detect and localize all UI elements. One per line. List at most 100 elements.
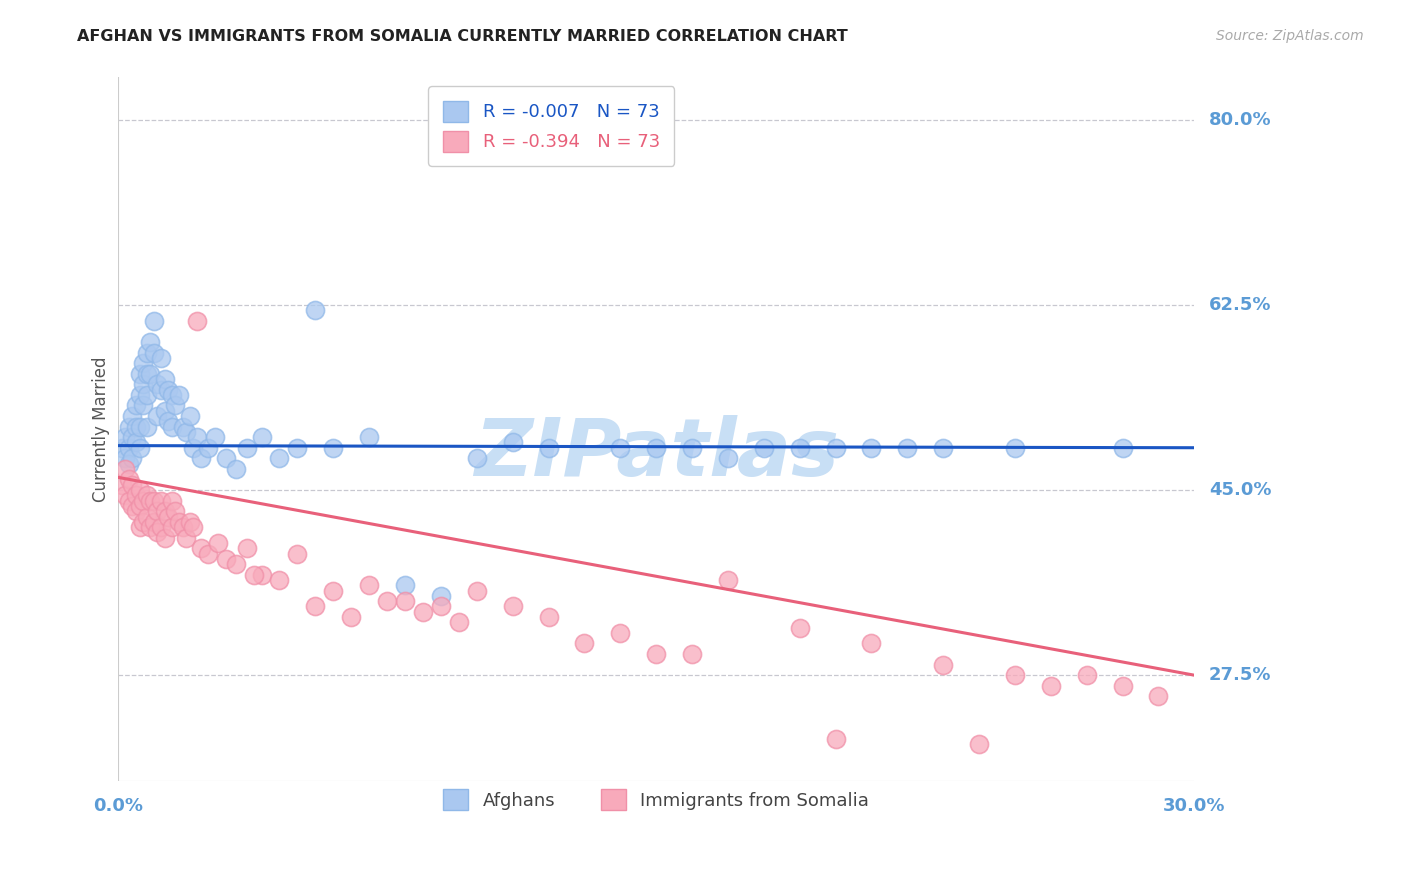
Point — [502, 599, 524, 614]
Point — [860, 441, 883, 455]
Point — [375, 594, 398, 608]
Point — [789, 621, 811, 635]
Point — [896, 441, 918, 455]
Point — [190, 541, 212, 556]
Point — [214, 551, 236, 566]
Point — [157, 414, 180, 428]
Point — [225, 462, 247, 476]
Point — [932, 657, 955, 672]
Point — [132, 515, 155, 529]
Point — [609, 626, 631, 640]
Point — [135, 488, 157, 502]
Point — [135, 345, 157, 359]
Point — [153, 504, 176, 518]
Point — [114, 462, 136, 476]
Point — [537, 441, 560, 455]
Point — [135, 419, 157, 434]
Point — [304, 599, 326, 614]
Point — [150, 520, 173, 534]
Point — [139, 520, 162, 534]
Point — [183, 441, 205, 455]
Point — [1004, 441, 1026, 455]
Point — [789, 441, 811, 455]
Point — [114, 488, 136, 502]
Point — [1076, 668, 1098, 682]
Point — [250, 567, 273, 582]
Point — [179, 515, 201, 529]
Point — [1004, 668, 1026, 682]
Point — [167, 388, 190, 402]
Point — [574, 636, 596, 650]
Point — [167, 515, 190, 529]
Point — [121, 499, 143, 513]
Point — [645, 441, 668, 455]
Y-axis label: Currently Married: Currently Married — [93, 357, 110, 502]
Point — [146, 377, 169, 392]
Point — [118, 441, 141, 455]
Point — [132, 493, 155, 508]
Point — [153, 372, 176, 386]
Point — [121, 409, 143, 423]
Point — [1039, 679, 1062, 693]
Text: 80.0%: 80.0% — [1209, 111, 1271, 128]
Point — [157, 509, 180, 524]
Point — [125, 435, 148, 450]
Legend: Afghans, Immigrants from Somalia: Afghans, Immigrants from Somalia — [429, 775, 883, 825]
Point — [132, 398, 155, 412]
Point — [204, 430, 226, 444]
Point — [190, 451, 212, 466]
Point — [135, 388, 157, 402]
Point — [142, 345, 165, 359]
Point — [186, 430, 208, 444]
Point — [447, 615, 470, 630]
Point — [139, 493, 162, 508]
Point — [340, 610, 363, 624]
Point — [150, 383, 173, 397]
Point — [132, 356, 155, 370]
Point — [322, 441, 344, 455]
Point — [146, 409, 169, 423]
Point — [139, 334, 162, 349]
Point — [165, 504, 187, 518]
Point — [430, 599, 453, 614]
Point — [172, 520, 194, 534]
Point — [118, 419, 141, 434]
Point — [165, 398, 187, 412]
Point — [824, 731, 846, 746]
Text: 62.5%: 62.5% — [1209, 296, 1271, 314]
Point — [243, 567, 266, 582]
Point — [824, 441, 846, 455]
Point — [160, 388, 183, 402]
Point — [128, 499, 150, 513]
Point — [174, 425, 197, 439]
Point — [967, 737, 990, 751]
Point — [304, 303, 326, 318]
Point — [537, 610, 560, 624]
Point — [412, 605, 434, 619]
Point — [153, 531, 176, 545]
Point — [114, 451, 136, 466]
Point — [430, 589, 453, 603]
Point — [186, 314, 208, 328]
Point — [717, 451, 740, 466]
Point — [287, 441, 309, 455]
Point — [139, 367, 162, 381]
Point — [110, 441, 132, 455]
Point — [183, 520, 205, 534]
Point — [207, 536, 229, 550]
Point — [125, 504, 148, 518]
Point — [394, 578, 416, 592]
Point — [609, 441, 631, 455]
Point — [118, 493, 141, 508]
Point — [157, 383, 180, 397]
Point — [359, 430, 381, 444]
Point — [125, 419, 148, 434]
Text: ZIPatlas: ZIPatlas — [474, 415, 838, 493]
Point — [717, 573, 740, 587]
Point — [860, 636, 883, 650]
Point — [1111, 679, 1133, 693]
Point — [150, 493, 173, 508]
Text: 27.5%: 27.5% — [1209, 666, 1271, 684]
Point — [197, 547, 219, 561]
Text: AFGHAN VS IMMIGRANTS FROM SOMALIA CURRENTLY MARRIED CORRELATION CHART: AFGHAN VS IMMIGRANTS FROM SOMALIA CURREN… — [77, 29, 848, 44]
